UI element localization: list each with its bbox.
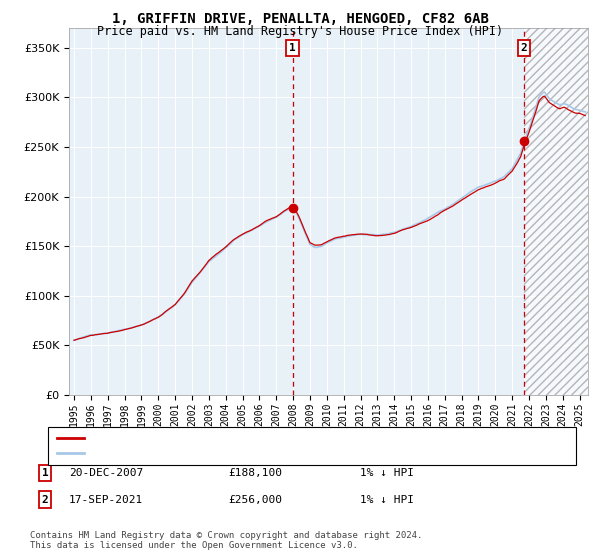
Text: 1, GRIFFIN DRIVE, PENALLTA, HENGOED, CF82 6AB (detached house): 1, GRIFFIN DRIVE, PENALLTA, HENGOED, CF8…: [88, 433, 476, 444]
Text: Price paid vs. HM Land Registry's House Price Index (HPI): Price paid vs. HM Land Registry's House …: [97, 25, 503, 38]
Text: 2: 2: [41, 494, 49, 505]
Text: Contains HM Land Registry data © Crown copyright and database right 2024.
This d: Contains HM Land Registry data © Crown c…: [30, 531, 422, 550]
Text: 1, GRIFFIN DRIVE, PENALLTA, HENGOED, CF82 6AB: 1, GRIFFIN DRIVE, PENALLTA, HENGOED, CF8…: [112, 12, 488, 26]
Text: 2: 2: [521, 43, 527, 53]
Text: 17-SEP-2021: 17-SEP-2021: [69, 494, 143, 505]
Bar: [524, 28, 588, 395]
Text: 1% ↓ HPI: 1% ↓ HPI: [360, 494, 414, 505]
Text: 1% ↓ HPI: 1% ↓ HPI: [360, 468, 414, 478]
Text: 1: 1: [41, 468, 49, 478]
Text: £256,000: £256,000: [228, 494, 282, 505]
Text: £188,100: £188,100: [228, 468, 282, 478]
Text: 1: 1: [289, 43, 296, 53]
Text: HPI: Average price, detached house, Caerphilly: HPI: Average price, detached house, Caer…: [88, 448, 376, 458]
Text: 20-DEC-2007: 20-DEC-2007: [69, 468, 143, 478]
